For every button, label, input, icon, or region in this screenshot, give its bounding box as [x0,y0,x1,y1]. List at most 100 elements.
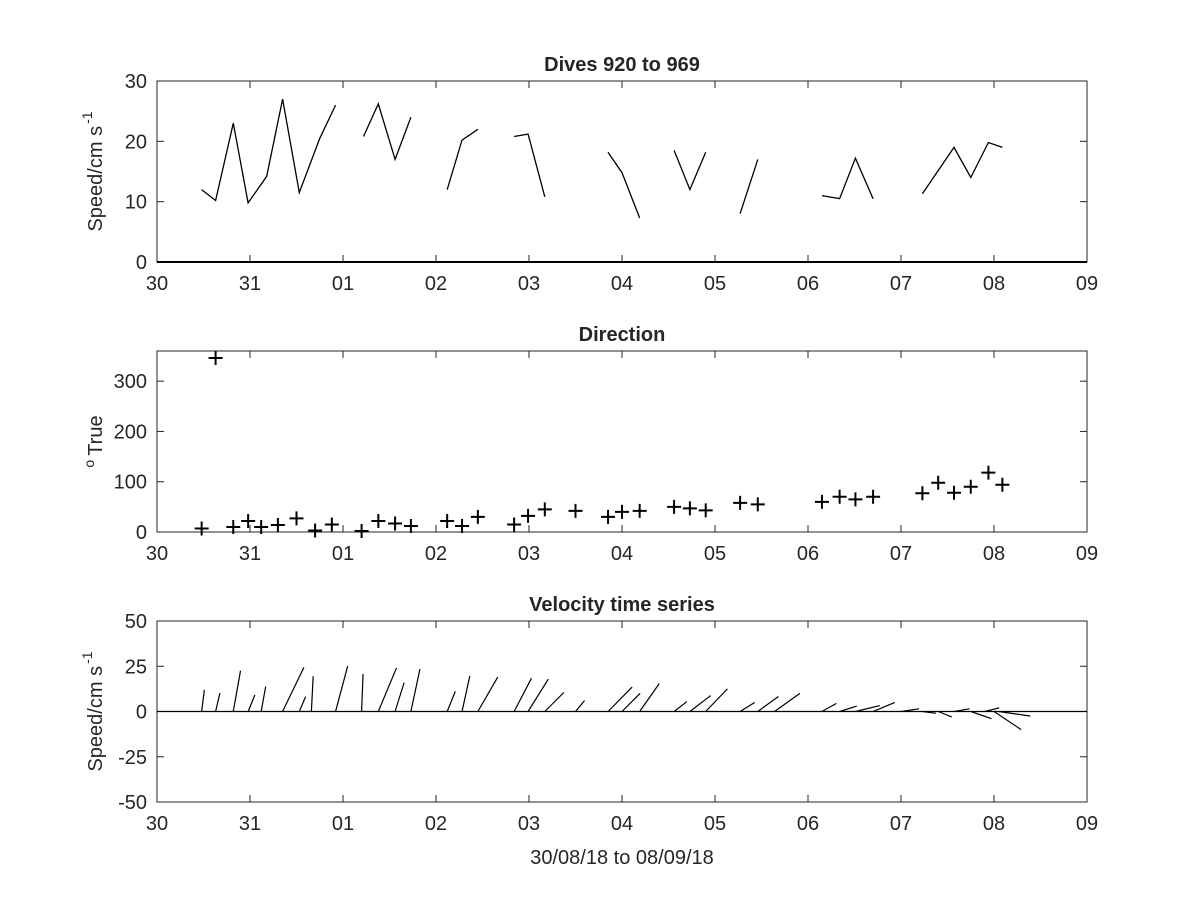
velocity-stick [310,676,314,712]
velocity-stick [410,668,421,712]
x-tick-label: 30 [146,543,168,565]
velocity-stick [937,710,952,718]
speed-line-segment [739,159,759,214]
direction-point [521,508,536,523]
direction-point [324,517,339,532]
y-axis-label: o True [81,415,107,467]
x-tick-label: 01 [332,273,354,295]
direction-point [698,503,713,518]
x-tick-label: 07 [890,813,912,835]
x-axis-label: 30/08/18 to 08/09/18 [530,847,714,869]
velocity-stick [953,708,970,713]
x-tick-label: 30 [146,273,168,295]
direction-point [403,518,418,533]
x-tick-label: 30 [146,813,168,835]
direction-point [208,351,223,366]
direction-point [270,517,285,532]
x-tick-label: 08 [983,813,1005,835]
velocity-panel: Velocity time series 30 31 01 02 03 04 05 06 07 08… [79,594,1098,869]
speed-panel: Dives 920 to 969 30 31 01 02 03 04 05 06 07 08 09 0 1… [79,54,1098,295]
x-tick-label: 31 [239,543,261,565]
direction-panel: Direction 30 31 01 02 03 04 05 06 07 08 09 0 100 200 30… [81,324,1098,565]
x-tick-label: 03 [518,543,540,565]
y-axis-label: Speed/cm s -1 [79,111,107,231]
y-tick-label: -50 [118,792,147,814]
velocity-stick [377,667,397,712]
direction-point [848,492,863,507]
velocity-stick [839,705,857,713]
direction-point [388,516,403,531]
x-tick-label: 07 [890,273,912,295]
direction-point [601,509,616,524]
velocity-stick [513,677,533,712]
speed-line-segment [673,150,707,192]
velocity-stick [334,665,349,712]
direction-point [194,521,209,536]
y-axis-label-superscript: -1 [79,111,95,124]
velocity-stick [260,686,267,712]
direction-point [371,513,386,528]
direction-point [537,502,552,517]
x-tick-label: 09 [1076,813,1098,835]
speed-line-segment [607,151,641,219]
y-axis-label-superscript: -1 [79,651,95,664]
y-axis-label-text: Speed/cm s [85,126,107,232]
y-axis-label: Speed/cm s -1 [79,651,107,771]
velocity-stick [673,701,688,712]
direction-point [963,479,978,494]
speed-line-segment [446,128,479,190]
y-tick-label: 200 [114,421,147,443]
direction-point [682,501,697,516]
y-tick-label: 50 [125,611,147,633]
velocity-stick [900,708,920,713]
velocity-stick [298,696,307,712]
velocity-stick [247,694,256,712]
direction-point [289,511,304,526]
x-tick-label: 04 [611,273,633,295]
velocity-stick [993,711,1022,731]
chart-title: Velocity time series [529,594,715,616]
y-tick-label: 25 [125,656,147,678]
velocity-stick [757,695,779,712]
speed-line-segment [201,98,337,205]
speed-line-segment [821,156,874,200]
direction-point [866,489,881,504]
y-axis-label-superscript: o [81,460,97,468]
direction-point [733,495,748,510]
velocity-stick [232,670,242,712]
x-tick-label: 04 [611,543,633,565]
x-tick-label: 03 [518,813,540,835]
direction-point [947,485,962,500]
velocity-stick [446,691,456,712]
direction-point [814,494,829,509]
direction-point [915,486,930,501]
y-tick-label: -25 [118,747,147,769]
velocity-stick [705,688,728,712]
x-tick-label: 09 [1076,273,1098,295]
velocity-stick [282,667,305,712]
y-tick-label: 100 [114,472,147,494]
y-tick-label: 20 [125,131,147,153]
direction-point [254,519,269,534]
speed-line-segment [921,141,1003,195]
direction-point [440,513,455,528]
velocity-stick [461,675,471,712]
x-tick-label: 01 [332,543,354,565]
direction-point [667,499,682,514]
velocity-stick [477,676,499,712]
direction-point [354,523,369,538]
direction-point [308,523,323,538]
x-tick-label: 09 [1076,543,1098,565]
velocity-stick [639,683,660,712]
velocity-stick [922,710,937,714]
speed-line-segment [362,102,412,162]
y-tick-label: 300 [114,371,147,393]
chart-title: Dives 920 to 969 [544,54,700,76]
x-tick-label: 31 [239,813,261,835]
x-tick-label: 06 [797,543,819,565]
direction-point [615,504,629,519]
x-tick-label: 05 [704,543,726,565]
x-tick-label: 05 [704,273,726,295]
velocity-stick [998,710,1031,717]
